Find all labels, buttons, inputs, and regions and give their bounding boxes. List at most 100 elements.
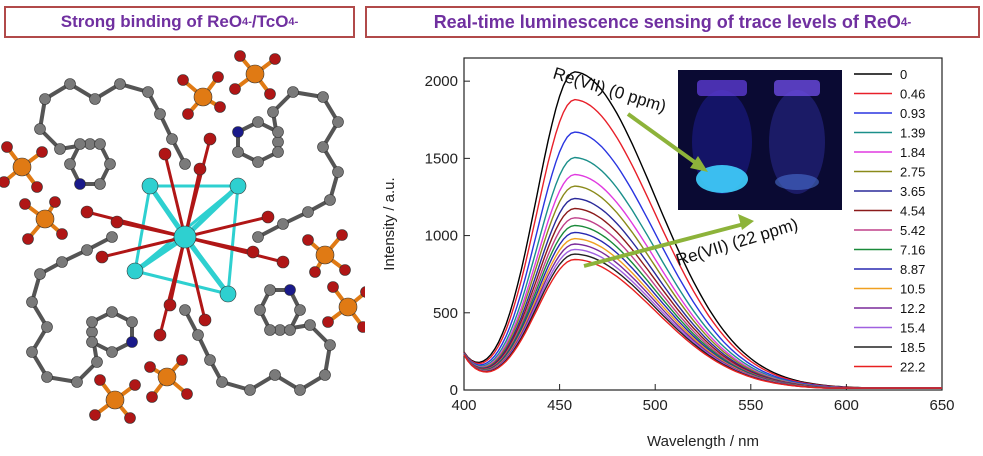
- x-tick-label: 550: [738, 397, 763, 414]
- atom: [106, 346, 118, 358]
- atom: [267, 106, 279, 118]
- atom: [244, 384, 256, 396]
- bond: [100, 235, 187, 259]
- atom: [216, 376, 228, 388]
- atom: [74, 138, 86, 150]
- vial-right-cap: [774, 80, 820, 96]
- y-axis-ticks: 0 500 1000 1500 2000: [425, 73, 470, 399]
- atom: [173, 225, 197, 249]
- atom: [74, 178, 86, 190]
- atom: [246, 245, 260, 259]
- atom: [212, 71, 224, 83]
- atom: [106, 231, 118, 243]
- x-axis-label: Wavelength / nm: [647, 433, 759, 450]
- right-panel-title: Real-time luminescence sensing of trace …: [365, 6, 980, 38]
- atom: [193, 162, 207, 176]
- atom: [94, 178, 106, 190]
- atom: [154, 108, 166, 120]
- legend-label: 3.65: [900, 184, 925, 199]
- atom: [324, 194, 336, 206]
- atom: [71, 376, 83, 388]
- vial-left-cap: [697, 80, 747, 96]
- atom: [229, 83, 241, 95]
- annotation-0ppm-arrowhead: [690, 156, 708, 172]
- legend-label: 18.5: [900, 340, 925, 355]
- bond: [226, 184, 240, 296]
- bond: [183, 215, 270, 239]
- legend-label: 10.5: [900, 282, 925, 297]
- atom: [36, 146, 48, 158]
- atom: [105, 390, 125, 410]
- atom: [64, 78, 76, 90]
- atom: [234, 50, 246, 62]
- y-tick-label: 500: [433, 305, 458, 322]
- legend-label: 1.39: [900, 126, 925, 141]
- atom: [232, 146, 244, 158]
- atom: [317, 91, 329, 103]
- atom: [54, 143, 66, 155]
- right-title-main: Real-time luminescence sensing of trace …: [433, 11, 901, 32]
- legend-label: 4.54: [900, 204, 925, 219]
- vials-photo-inset: [678, 70, 842, 210]
- atom: [64, 158, 76, 170]
- atom: [104, 158, 116, 170]
- legend-label: 0.46: [900, 87, 925, 102]
- left-panel-title: Strong binding of ReO 4- /TcO 4-: [4, 6, 355, 38]
- legend-label: 15.4: [900, 321, 925, 336]
- atom: [252, 116, 264, 128]
- atom: [1, 141, 13, 153]
- legend-label: 5.42: [900, 223, 925, 238]
- atom: [294, 304, 306, 316]
- atom: [309, 266, 321, 278]
- atom: [56, 256, 68, 268]
- atom: [41, 321, 53, 333]
- atom: [126, 262, 144, 280]
- atom: [153, 328, 167, 342]
- atom: [302, 206, 314, 218]
- left-title-sup1: -: [248, 16, 252, 28]
- atom: [41, 371, 53, 383]
- atom: [192, 329, 204, 341]
- atom: [294, 384, 306, 396]
- atom: [110, 215, 124, 229]
- atom: [124, 412, 136, 424]
- atom: [31, 181, 43, 193]
- atom: [94, 138, 106, 150]
- atom: [317, 141, 329, 153]
- atom: [34, 123, 46, 135]
- atom: [49, 196, 61, 208]
- atom: [302, 234, 314, 246]
- x-tick-label: 400: [451, 397, 476, 414]
- x-tick-label: 650: [929, 397, 954, 414]
- atom: [272, 136, 284, 148]
- legend-label: 2.75: [900, 165, 925, 180]
- x-tick-label: 600: [834, 397, 859, 414]
- y-axis-label: Intensity / a.u.: [381, 177, 398, 270]
- atom: [176, 354, 188, 366]
- atom: [89, 409, 101, 421]
- right-title-sup: -: [907, 15, 912, 29]
- atom: [144, 361, 156, 373]
- atom: [95, 250, 109, 264]
- atom: [284, 284, 296, 296]
- atom: [315, 245, 335, 265]
- left-title-sub2: 4: [288, 16, 295, 28]
- x-tick-label: 500: [643, 397, 668, 414]
- spectrum-line-15: [463, 258, 942, 389]
- atom: [229, 177, 247, 195]
- atom: [336, 229, 348, 241]
- legend: 0 0.46 0.93 1.39 1.84 2.75 3.65 4.54 5.42 7.16 8.8…: [854, 67, 925, 375]
- atom: [182, 108, 194, 120]
- atom: [126, 336, 138, 348]
- atom: [86, 316, 98, 328]
- atom: [287, 86, 299, 98]
- atom: [219, 285, 237, 303]
- legend-label: 1.84: [900, 145, 925, 160]
- spectra-curves: [463, 71, 942, 389]
- atom: [179, 158, 191, 170]
- atom: [203, 132, 217, 146]
- atom: [39, 93, 51, 105]
- left-title-main: Strong binding of ReO: [60, 12, 243, 31]
- atom: [0, 176, 10, 188]
- atom: [106, 306, 118, 318]
